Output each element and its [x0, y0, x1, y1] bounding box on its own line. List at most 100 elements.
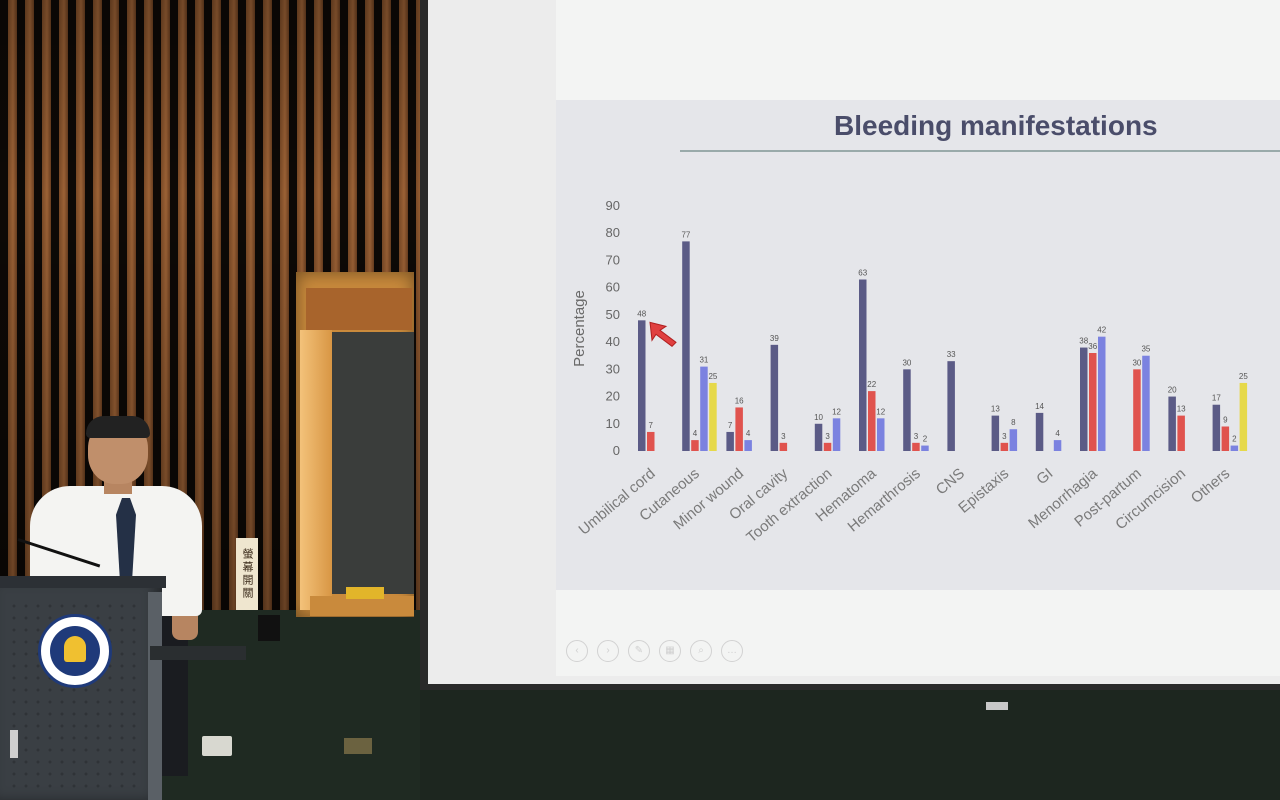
bar-value-label: 13 [1177, 405, 1186, 414]
bar [903, 369, 911, 451]
bar-value-label: 42 [1097, 326, 1106, 335]
bar-value-label: 77 [681, 230, 690, 239]
bar [1098, 336, 1106, 451]
bar [647, 431, 655, 451]
bar-value-label: 20 [1168, 386, 1177, 395]
y-tick-label: 70 [606, 252, 620, 267]
wall-plate [344, 738, 372, 754]
bar [814, 423, 823, 451]
slide-content-band [556, 100, 1280, 590]
bar [1080, 347, 1088, 451]
bar-value-label: 4 [1055, 429, 1060, 438]
bar [744, 440, 752, 451]
nav-back-icon[interactable]: ‹ [566, 640, 588, 662]
bar [779, 442, 788, 451]
title-underline [680, 150, 1280, 152]
bar [912, 442, 920, 451]
bar-value-label: 4 [693, 429, 698, 438]
bar [700, 366, 708, 451]
nav-forward-icon[interactable]: › [597, 640, 619, 662]
x-category-label: GI [1033, 465, 1056, 488]
y-tick-label: 40 [606, 334, 620, 349]
bar-value-label: 2 [1232, 435, 1237, 444]
bar-value-label: 25 [708, 372, 717, 381]
bar-value-label: 31 [699, 356, 708, 365]
door[interactable] [332, 332, 414, 594]
bar [1230, 445, 1239, 451]
bar [770, 344, 779, 451]
x-category-label: Epistaxis [955, 465, 1012, 517]
bar [921, 445, 929, 451]
y-tick-label: 90 [606, 198, 620, 213]
bar [868, 391, 876, 451]
bar-value-label: 22 [867, 380, 876, 389]
slide-title: Bleeding manifestations [834, 110, 1158, 141]
bar [823, 442, 832, 451]
bar [1168, 396, 1176, 451]
bar [1035, 412, 1044, 451]
bar-value-label: 38 [1079, 337, 1088, 346]
zoom-icon[interactable]: ⌕ [690, 640, 712, 662]
pen-icon[interactable]: ✎ [628, 640, 650, 662]
podium-latch [10, 730, 18, 758]
bar [691, 440, 699, 451]
bar [638, 320, 646, 451]
bar-value-label: 13 [991, 405, 1000, 414]
more-icon[interactable]: … [721, 640, 743, 662]
bar-value-label: 2 [923, 435, 928, 444]
y-tick-label: 50 [606, 307, 620, 322]
bar-value-label: 3 [825, 432, 830, 441]
bar-value-label: 33 [947, 350, 956, 359]
bar-value-label: 25 [1239, 372, 1248, 381]
bar-value-label: 30 [1132, 358, 1141, 367]
bar [1133, 369, 1141, 451]
y-axis-label: Percentage [571, 290, 588, 367]
y-tick-label: 0 [613, 443, 620, 458]
y-tick-label: 60 [606, 280, 620, 295]
bar [832, 418, 841, 451]
bar-value-label: 3 [1002, 432, 1007, 441]
screen-mount [986, 702, 1008, 710]
bar [1089, 353, 1097, 451]
power-socket [202, 736, 232, 756]
bar [1212, 404, 1221, 451]
bar-value-label: 39 [770, 334, 779, 343]
bar-value-label: 10 [814, 413, 823, 422]
door-header [306, 288, 412, 330]
bar-value-label: 16 [735, 396, 744, 405]
x-category-label: CNS [933, 465, 968, 498]
y-tick-label: 20 [606, 389, 620, 404]
bar-value-label: 12 [832, 407, 841, 416]
speaker-legs [160, 616, 188, 776]
speaker-tie [116, 498, 136, 582]
screen-switch-sign: 螢幕開關 [236, 538, 258, 610]
podium-edge [148, 592, 162, 800]
x-category-label: Others [1188, 465, 1233, 507]
bar-value-label: 7 [649, 421, 654, 430]
bar [1221, 426, 1230, 451]
slide-nav-controls: ‹ › ✎ ▦ ⌕ … [566, 640, 743, 670]
y-tick-label: 80 [606, 225, 620, 240]
bar-value-label: 48 [637, 309, 646, 318]
bar-value-label: 17 [1212, 394, 1221, 403]
bar [991, 415, 1000, 451]
y-tick-label: 30 [606, 361, 620, 376]
bar [726, 431, 734, 451]
bar [859, 279, 867, 451]
bar [682, 241, 690, 451]
podium-top [0, 576, 166, 588]
yellow-object [346, 587, 384, 599]
bar-value-label: 3 [914, 432, 919, 441]
wall-switches[interactable] [258, 615, 280, 641]
bar [1009, 429, 1018, 451]
bar [1142, 355, 1150, 451]
speaker-hair [86, 416, 150, 438]
y-tick-label: 10 [606, 416, 620, 431]
bar-value-label: 9 [1223, 416, 1228, 425]
bar [709, 382, 717, 451]
annotation-arrow-icon [649, 321, 677, 347]
bar-value-label: 8 [1011, 418, 1016, 427]
slides-icon[interactable]: ▦ [659, 640, 681, 662]
door-light-strip [300, 330, 332, 610]
